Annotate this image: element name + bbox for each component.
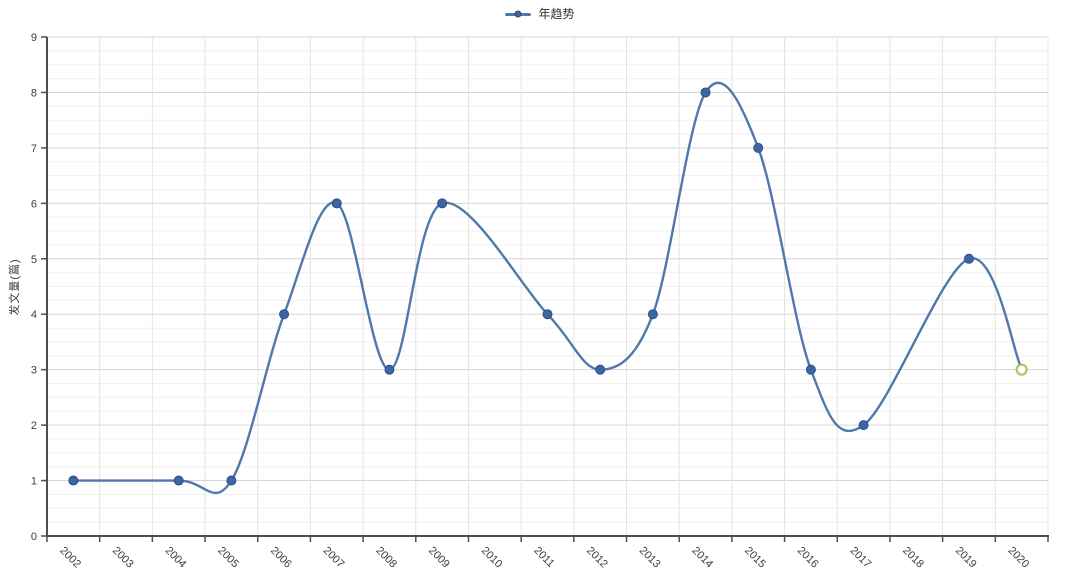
x-tick-label-2016: 2016 (795, 545, 821, 571)
legend-item-trend[interactable]: 年趋势 (0, 8, 1080, 20)
x-tick-label-2002: 2002 (57, 545, 83, 571)
y-tick-label: 6 (31, 198, 37, 210)
y-tick-label: 1 (31, 476, 37, 488)
x-tick-label-2013: 2013 (637, 545, 663, 571)
x-tick-label-2007: 2007 (321, 545, 347, 571)
data-point-2008[interactable] (384, 364, 395, 375)
legend-dot-icon (514, 10, 522, 18)
data-point-2019[interactable] (963, 253, 974, 264)
data-point-2007[interactable] (331, 198, 342, 209)
data-point-2014[interactable] (700, 87, 711, 98)
data-point-2006[interactable] (279, 309, 290, 320)
data-point-2016[interactable] (805, 364, 816, 375)
trend-line (72, 81, 1023, 495)
x-tick-label-2020: 2020 (1006, 545, 1032, 571)
legend-line-marker-icon (505, 10, 532, 18)
data-point-2013[interactable] (647, 309, 658, 320)
y-tick-label: 9 (31, 32, 37, 44)
legend-label: 年趋势 (538, 7, 575, 21)
y-tick-label: 4 (31, 309, 37, 321)
data-point-2004[interactable] (173, 475, 184, 486)
x-tick-label-2005: 2005 (215, 545, 241, 571)
data-point-2011[interactable] (542, 309, 553, 320)
y-tick-label: 0 (31, 531, 37, 543)
y-tick-label: 2 (31, 420, 37, 432)
data-point-2009[interactable] (437, 198, 448, 209)
x-tick-label-2006: 2006 (268, 545, 294, 571)
x-tick-label-2003: 2003 (110, 545, 136, 571)
x-tick-label-2012: 2012 (584, 545, 610, 571)
data-point-2015[interactable] (753, 142, 764, 153)
y-tick-label: 5 (31, 254, 37, 266)
data-point-2002[interactable] (68, 475, 79, 486)
x-tick-label-2010: 2010 (479, 545, 505, 571)
x-tick-label-2009: 2009 (426, 545, 452, 571)
x-tick-label-2004: 2004 (163, 545, 189, 571)
data-point-2012[interactable] (595, 364, 606, 375)
y-tick-label: 7 (31, 143, 37, 155)
x-tick-label-2014: 2014 (689, 545, 715, 571)
x-tick-label-2011: 2011 (531, 545, 556, 570)
x-tick-label-2015: 2015 (742, 545, 768, 571)
data-point-2017[interactable] (858, 420, 869, 431)
x-tick-label-2018: 2018 (900, 545, 926, 571)
predicted-point-2020[interactable] (1015, 363, 1028, 376)
x-tick-label-2017: 2017 (847, 545, 873, 571)
x-tick-label-2008: 2008 (373, 545, 399, 571)
y-tick-label: 3 (31, 365, 37, 377)
data-point-2005[interactable] (226, 475, 237, 486)
x-tick-label-2019: 2019 (953, 545, 979, 571)
y-tick-label: 8 (31, 87, 37, 99)
